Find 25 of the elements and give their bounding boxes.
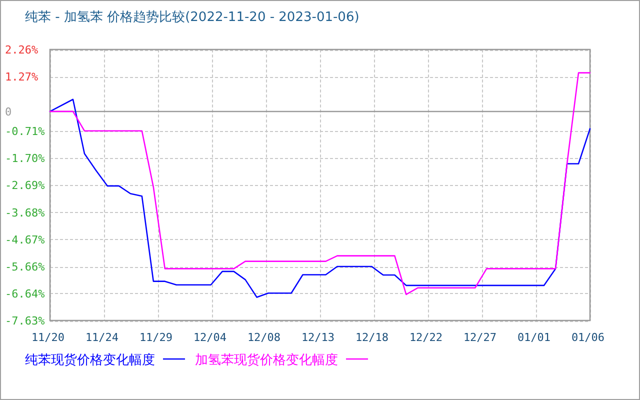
x-tick-label: 12/27 [463,331,497,344]
y-tick-label: 2.26% [5,44,38,56]
y-tick-label: 0 [5,105,12,118]
y-tick-label: -7.63% [5,314,46,328]
x-tick-label: 11/29 [139,331,173,344]
y-tick-label: -5.66% [5,260,46,274]
y-tick-label: -1.70% [5,152,46,166]
x-tick-label: 12/04 [193,331,227,344]
x-tick-label: 01/01 [517,331,551,344]
x-tick-label: 11/20 [31,331,65,344]
y-tick-label: 1.27% [5,70,38,84]
x-tick-label: 12/22 [409,331,443,344]
x-tick-label: 12/13 [301,331,335,344]
y-tick-label: -4.67% [5,233,46,246]
x-tick-label: 01/06 [571,331,605,344]
legend-label: 纯苯现货价格变化幅度 [25,352,155,368]
chart-title: 纯苯 - 加氢苯 价格趋势比较(2022-11-20 - 2023-01-06) [25,10,360,25]
y-tick-label: -2.69% [5,179,46,192]
y-tick-label: -3.68% [5,206,46,220]
x-tick-label: 12/18 [355,331,389,344]
y-tick-label: -6.64% [5,287,46,300]
x-tick-label: 12/08 [247,331,281,344]
legend-label: 加氢苯现货价格变化幅度 [195,352,338,368]
x-tick-label: 11/24 [85,331,119,344]
y-tick-label: -0.71% [5,124,46,138]
